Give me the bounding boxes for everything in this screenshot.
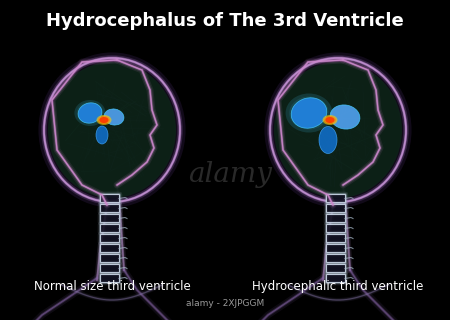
FancyBboxPatch shape bbox=[327, 195, 346, 203]
FancyBboxPatch shape bbox=[327, 204, 346, 212]
Ellipse shape bbox=[330, 105, 360, 129]
FancyBboxPatch shape bbox=[100, 195, 120, 203]
Ellipse shape bbox=[325, 117, 334, 123]
Ellipse shape bbox=[96, 115, 112, 125]
FancyBboxPatch shape bbox=[100, 225, 120, 233]
Text: Hydrocephalus of The 3rd Ventricle: Hydrocephalus of The 3rd Ventricle bbox=[46, 12, 404, 30]
FancyBboxPatch shape bbox=[327, 265, 346, 273]
Text: alamy - 2XJPGGM: alamy - 2XJPGGM bbox=[186, 299, 264, 308]
FancyBboxPatch shape bbox=[327, 244, 346, 252]
FancyBboxPatch shape bbox=[100, 235, 120, 243]
FancyBboxPatch shape bbox=[100, 275, 120, 283]
Ellipse shape bbox=[77, 102, 103, 124]
Ellipse shape bbox=[78, 103, 102, 123]
FancyBboxPatch shape bbox=[327, 235, 346, 243]
Ellipse shape bbox=[323, 115, 338, 125]
Ellipse shape bbox=[48, 62, 176, 198]
FancyBboxPatch shape bbox=[100, 254, 120, 262]
FancyBboxPatch shape bbox=[327, 275, 346, 283]
Ellipse shape bbox=[98, 116, 110, 124]
Text: alamy: alamy bbox=[188, 162, 272, 188]
FancyBboxPatch shape bbox=[100, 265, 120, 273]
Ellipse shape bbox=[319, 126, 337, 154]
FancyBboxPatch shape bbox=[327, 214, 346, 222]
Ellipse shape bbox=[104, 109, 124, 125]
Ellipse shape bbox=[96, 126, 108, 144]
Ellipse shape bbox=[289, 97, 329, 130]
Ellipse shape bbox=[324, 116, 336, 124]
Ellipse shape bbox=[274, 62, 402, 198]
Ellipse shape bbox=[291, 98, 327, 128]
FancyBboxPatch shape bbox=[327, 225, 346, 233]
Ellipse shape bbox=[99, 117, 108, 123]
FancyBboxPatch shape bbox=[100, 244, 120, 252]
Ellipse shape bbox=[74, 100, 106, 126]
FancyBboxPatch shape bbox=[100, 214, 120, 222]
FancyBboxPatch shape bbox=[100, 204, 120, 212]
Text: Hydrocephalic third ventricle: Hydrocephalic third ventricle bbox=[252, 280, 424, 293]
Ellipse shape bbox=[286, 93, 333, 132]
FancyBboxPatch shape bbox=[327, 254, 346, 262]
Text: Normal size third ventricle: Normal size third ventricle bbox=[34, 280, 190, 293]
